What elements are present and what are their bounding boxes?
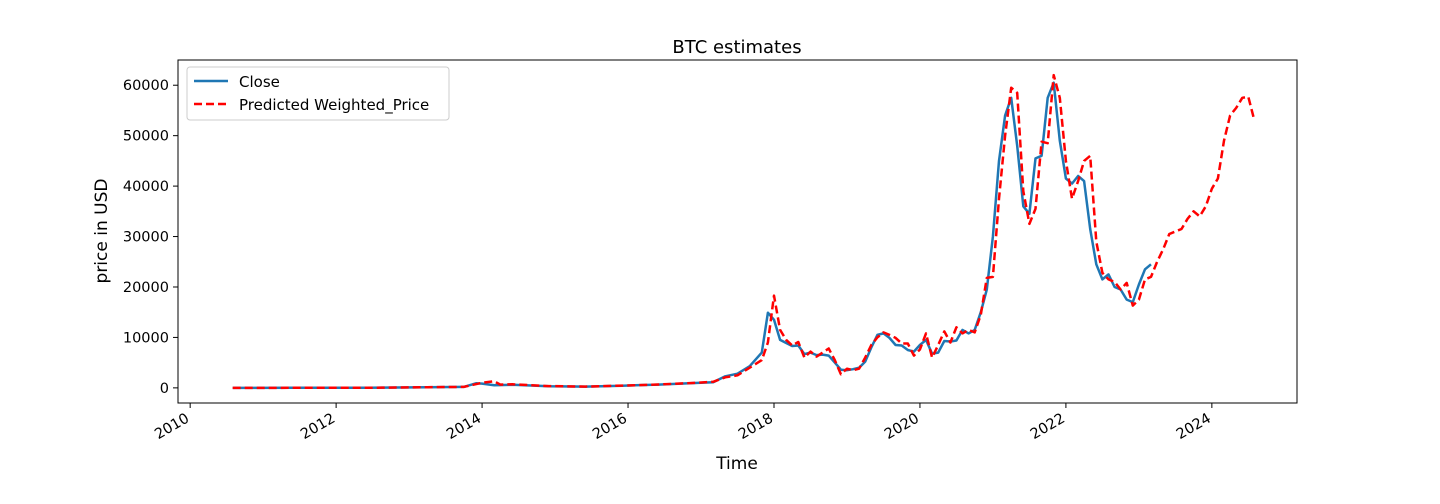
legend-label-close: Close [239,73,280,91]
y-tick-label: 40000 [123,179,169,195]
legend-label-predicted: Predicted Weighted_Price [239,96,429,115]
legend: Close Predicted Weighted_Price [186,66,450,121]
plot-area-frame [177,59,1298,404]
y-axis: 0 10000 20000 30000 40000 50000 60000 [123,78,178,397]
y-tick-label: 0 [160,381,169,397]
y-tick-label: 60000 [123,78,169,94]
series-layer [232,73,1256,390]
y-tick-label: 10000 [123,330,169,346]
y-axis-label: price in USD [92,179,112,284]
legend-box [186,66,450,121]
y-tick-label: 20000 [123,280,169,296]
x-axis-label: Time [715,454,758,474]
series-line-predicted-weighted-price [232,73,1256,390]
chart-title: BTC estimates [672,37,801,58]
y-tick-label: 30000 [123,230,169,246]
y-tick-label: 50000 [123,129,169,145]
